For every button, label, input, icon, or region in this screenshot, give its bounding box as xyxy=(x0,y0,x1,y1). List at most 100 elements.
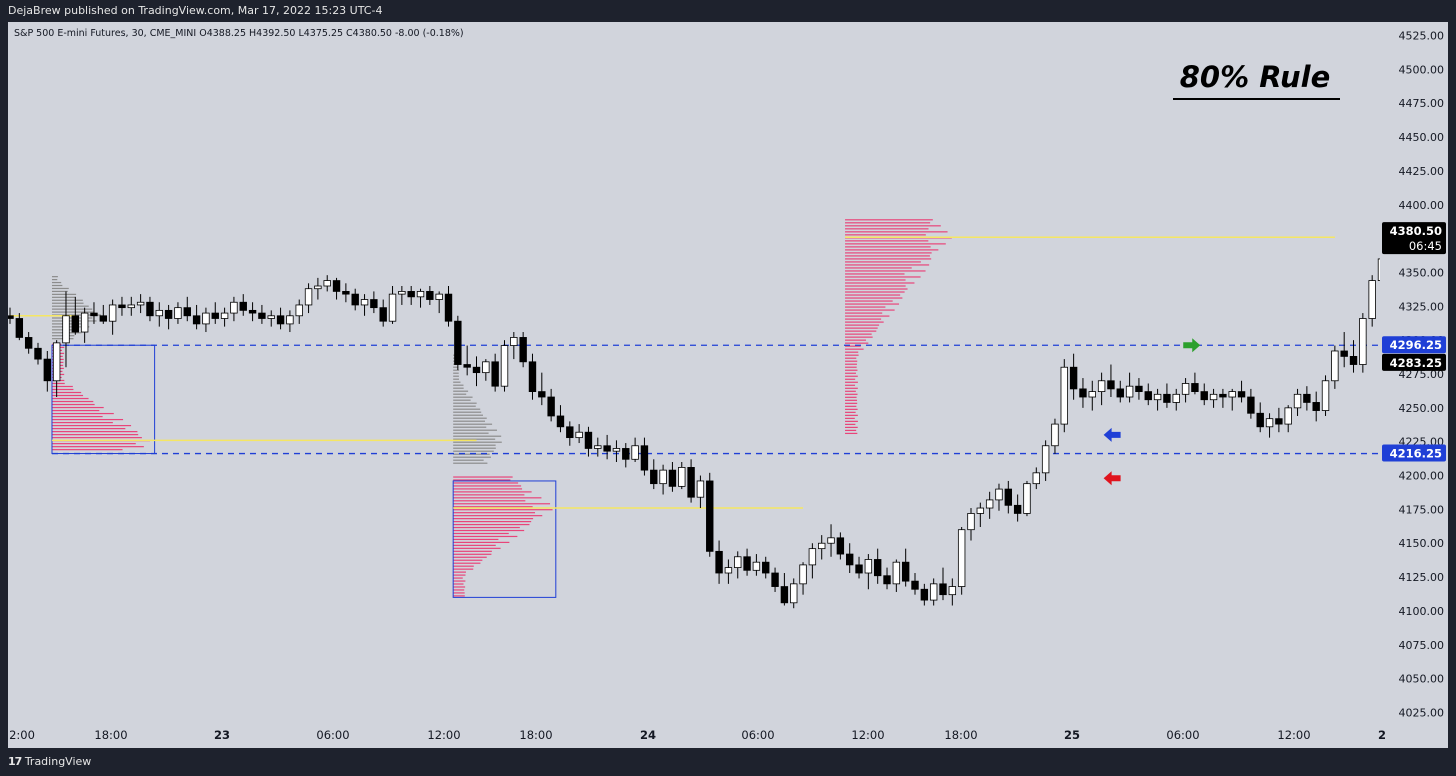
price-label: 4296.25 xyxy=(1390,338,1442,352)
value-area-box xyxy=(51,344,156,455)
profile-row xyxy=(845,267,912,269)
candle-up xyxy=(892,561,901,585)
candle-down xyxy=(1135,385,1143,392)
profile-row xyxy=(453,488,523,490)
profile-row xyxy=(453,432,489,434)
x-tick-label: 18:00 xyxy=(944,728,977,742)
candle-up xyxy=(304,288,313,306)
candle-up xyxy=(995,488,1003,501)
candle-up xyxy=(929,583,938,601)
candle-up xyxy=(80,312,89,333)
profile-row xyxy=(845,282,915,284)
profile-row xyxy=(845,414,858,416)
profile-row xyxy=(51,424,132,427)
profile-row xyxy=(51,443,136,445)
profile-row xyxy=(453,411,482,413)
candle-down xyxy=(472,366,481,374)
candle-up xyxy=(360,299,369,306)
x-tick-label: 2:00 xyxy=(9,728,35,742)
profile-row xyxy=(845,342,869,344)
candle-down xyxy=(1013,504,1022,514)
candle-up xyxy=(1368,280,1376,319)
x-tick-label: 12:00 xyxy=(1277,728,1310,742)
profile-row xyxy=(845,384,856,386)
candlestick-chart[interactable]: S&P 500 E-mini Futures, 30, CME_MINI O43… xyxy=(6,22,1456,748)
candle-up xyxy=(1023,483,1031,514)
chart-area[interactable]: S&P 500 E-mini Futures, 30, CME_MINI O43… xyxy=(6,22,1456,748)
profile-row xyxy=(845,375,858,377)
profile-row xyxy=(453,396,473,398)
profile-row xyxy=(845,339,866,341)
candle-down xyxy=(342,291,350,295)
y-tick-label: 4525.00 xyxy=(1399,30,1445,43)
profile-row xyxy=(845,243,946,245)
arrow-red-icon xyxy=(1103,471,1121,486)
profile-row xyxy=(453,497,542,499)
candle-down xyxy=(650,469,658,485)
candle-down xyxy=(1237,391,1246,398)
candle-down xyxy=(836,537,845,555)
candle-down xyxy=(911,580,919,590)
candle-down xyxy=(1349,355,1358,365)
publisher-text: DejaBrew published on TradingView.com, M… xyxy=(8,4,383,17)
candle-up xyxy=(575,431,583,439)
profile-row xyxy=(453,556,487,558)
candle-up xyxy=(398,291,406,295)
profile-row xyxy=(845,357,857,359)
candle-down xyxy=(258,312,266,319)
profile-row xyxy=(845,402,858,404)
candle-up xyxy=(976,507,985,514)
profile-row xyxy=(51,284,63,287)
profile-row xyxy=(845,219,933,221)
candle-up xyxy=(1265,418,1274,428)
profile-row xyxy=(51,421,113,424)
candle-down xyxy=(248,309,257,314)
profile-row xyxy=(453,462,488,464)
profile-row xyxy=(845,252,932,254)
profile-row xyxy=(453,378,459,380)
profile-row xyxy=(845,228,929,230)
profile-row xyxy=(453,506,533,508)
y-tick-label: 4200.00 xyxy=(1399,470,1445,483)
profile-row xyxy=(845,291,905,293)
profile-row xyxy=(51,314,102,316)
profile-row xyxy=(845,327,878,329)
profile-row xyxy=(51,296,76,298)
profile-row xyxy=(453,420,486,422)
profile-row xyxy=(453,444,496,446)
candle-down xyxy=(1144,391,1152,401)
x-tick-label: 06:00 xyxy=(1166,728,1199,742)
y-tick-label: 4025.00 xyxy=(1399,706,1445,719)
candle-up xyxy=(659,469,667,485)
profile-row xyxy=(845,432,858,435)
profile-row xyxy=(453,435,502,437)
candle-down xyxy=(444,293,453,322)
profile-row xyxy=(453,393,467,395)
profile-row xyxy=(845,387,858,389)
profile-row xyxy=(453,574,466,576)
candle-down xyxy=(146,301,154,317)
profile-row xyxy=(453,479,511,481)
candle-down xyxy=(1340,350,1348,357)
candle-down xyxy=(99,315,107,322)
candle-down xyxy=(584,431,593,449)
profile-row xyxy=(453,476,513,478)
profile-row xyxy=(845,300,893,302)
profile-row xyxy=(51,276,58,278)
candle-up xyxy=(752,561,761,571)
profile-row xyxy=(845,390,856,392)
y-tick-label: 4050.00 xyxy=(1399,673,1445,686)
profile-row xyxy=(453,583,464,585)
profile-row xyxy=(453,423,493,425)
candle-down xyxy=(640,445,649,471)
publisher-bar: DejaBrew published on TradingView.com, M… xyxy=(0,0,1456,22)
candle-up xyxy=(612,448,621,452)
candle-down xyxy=(873,559,882,577)
profile-row xyxy=(453,429,497,431)
candle-up xyxy=(267,315,275,319)
profile-row xyxy=(845,399,858,401)
candle-up xyxy=(827,537,835,544)
profile-row xyxy=(845,381,858,383)
candle-down xyxy=(1312,402,1320,411)
profile-row xyxy=(51,299,83,301)
